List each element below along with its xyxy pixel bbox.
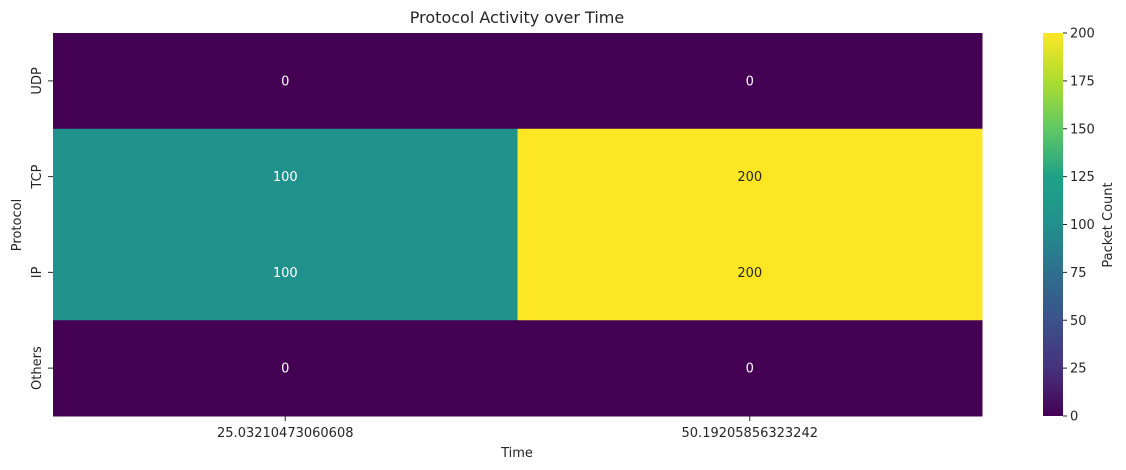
x-axis: 25.03210473060608 50.19205856323242 (217, 416, 818, 441)
y-tick-label: IP (30, 266, 45, 278)
cell-value-label: 0 (281, 74, 289, 89)
heatmap-cell (517, 224, 983, 321)
x-tick-label: 25.03210473060608 (217, 426, 353, 441)
chart-title: Protocol Activity over Time (410, 8, 624, 27)
colorbar-tick-label: 75 (1070, 266, 1087, 281)
cell-value-label: 0 (746, 362, 754, 377)
colorbar-label: Packet Count (1101, 182, 1116, 267)
cell-value-label: 100 (273, 170, 298, 185)
colorbar (1043, 33, 1063, 416)
y-axis-label: Protocol (10, 199, 25, 251)
colorbar-tick-label: 175 (1070, 74, 1095, 89)
x-tick-label: 50.19205856323242 (682, 426, 818, 441)
heatmap-cell (517, 320, 983, 417)
colorbar-tick-label: 100 (1070, 218, 1095, 233)
y-tick-label: TCP (30, 164, 45, 189)
colorbar-tick-label: 150 (1070, 122, 1095, 137)
heatmap-cell-labels: 0 0 100 200 100 200 0 0 (273, 74, 762, 376)
heatmap-cell (53, 320, 518, 417)
cell-value-label: 0 (746, 74, 754, 89)
colorbar-tick-label: 0 (1070, 410, 1078, 425)
colorbar-tick-label: 50 (1070, 314, 1087, 329)
heatmap-cell (517, 33, 983, 130)
cell-value-label: 200 (737, 266, 762, 281)
cell-value-label: 0 (281, 362, 289, 377)
colorbar-tick-label: 200 (1070, 27, 1095, 42)
colorbar-tick-label: 125 (1070, 170, 1095, 185)
colorbar-tick-label: 25 (1070, 362, 1087, 377)
y-tick-label: UDP (30, 67, 45, 95)
x-axis-label: Time (500, 446, 533, 461)
cell-value-label: 100 (273, 266, 298, 281)
heatmap-cell (517, 128, 983, 225)
cell-value-label: 200 (737, 170, 762, 185)
heatmap-cell (53, 33, 518, 130)
y-axis: UDP TCP IP Others (30, 67, 53, 390)
heatmap-cells (53, 33, 983, 417)
colorbar-axis: 0 25 50 75 100 125 150 175 200 (1063, 27, 1095, 425)
heatmap-cell (53, 224, 518, 321)
y-tick-label: Others (30, 346, 45, 390)
heatmap-cell (53, 128, 518, 225)
